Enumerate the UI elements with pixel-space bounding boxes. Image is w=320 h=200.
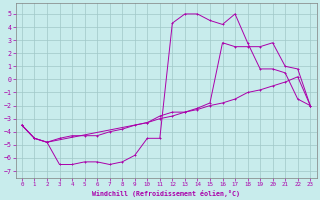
- X-axis label: Windchill (Refroidissement éolien,°C): Windchill (Refroidissement éolien,°C): [92, 190, 240, 197]
